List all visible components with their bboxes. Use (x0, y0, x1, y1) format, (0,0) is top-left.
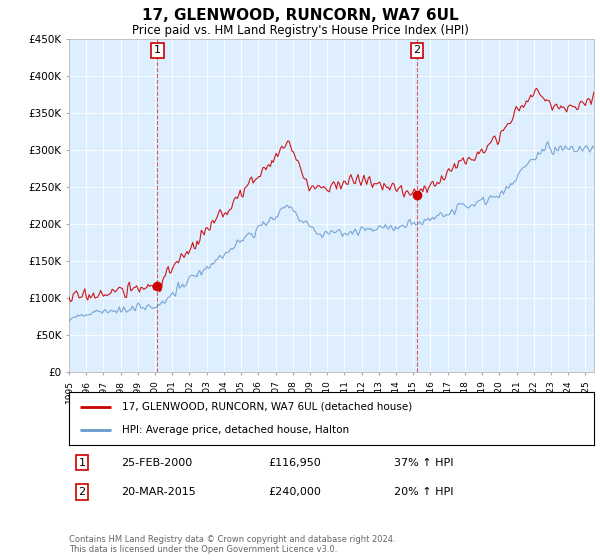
Text: 1: 1 (154, 45, 161, 55)
Text: £116,950: £116,950 (269, 458, 321, 468)
Text: 2: 2 (413, 45, 421, 55)
Text: HPI: Average price, detached house, Halton: HPI: Average price, detached house, Halt… (121, 425, 349, 435)
Text: 2: 2 (79, 487, 86, 497)
Text: Contains HM Land Registry data © Crown copyright and database right 2024.
This d: Contains HM Land Registry data © Crown c… (69, 535, 395, 554)
Text: 17, GLENWOOD, RUNCORN, WA7 6UL (detached house): 17, GLENWOOD, RUNCORN, WA7 6UL (detached… (121, 402, 412, 412)
Text: £240,000: £240,000 (269, 487, 322, 497)
Text: Price paid vs. HM Land Registry's House Price Index (HPI): Price paid vs. HM Land Registry's House … (131, 24, 469, 36)
Text: 25-FEB-2000: 25-FEB-2000 (121, 458, 193, 468)
Text: 37% ↑ HPI: 37% ↑ HPI (395, 458, 454, 468)
Text: 17, GLENWOOD, RUNCORN, WA7 6UL: 17, GLENWOOD, RUNCORN, WA7 6UL (142, 8, 458, 24)
Text: 1: 1 (79, 458, 86, 468)
Text: 20-MAR-2015: 20-MAR-2015 (121, 487, 196, 497)
Text: 20% ↑ HPI: 20% ↑ HPI (395, 487, 454, 497)
